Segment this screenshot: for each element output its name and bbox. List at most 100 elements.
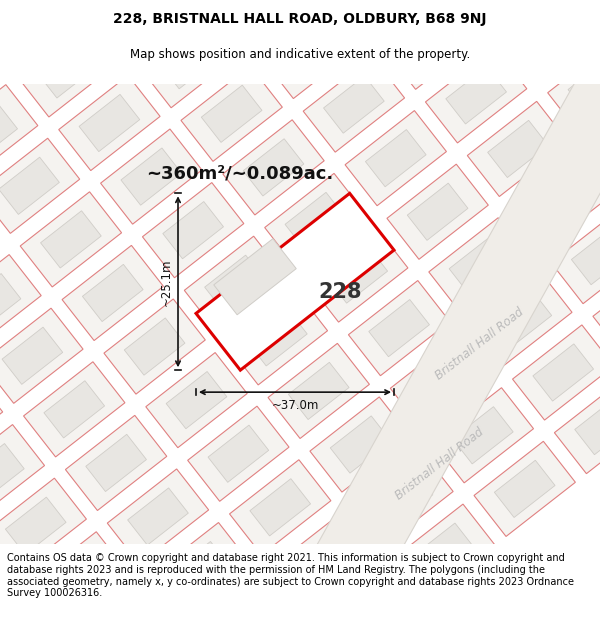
Polygon shape [23,362,125,457]
Polygon shape [184,236,286,331]
Polygon shape [0,478,86,573]
Polygon shape [0,84,38,180]
Polygon shape [530,174,590,231]
Polygon shape [0,541,6,625]
Polygon shape [243,139,304,196]
Polygon shape [470,271,572,366]
Polygon shape [410,353,472,411]
Polygon shape [139,12,241,108]
Polygon shape [107,469,209,564]
Polygon shape [79,94,140,152]
Polygon shape [0,254,41,350]
Polygon shape [394,504,495,599]
Polygon shape [491,290,551,348]
Polygon shape [268,343,370,439]
Polygon shape [474,441,575,536]
Polygon shape [82,264,143,322]
Polygon shape [449,237,510,294]
Polygon shape [352,451,453,546]
Polygon shape [404,13,464,71]
Polygon shape [369,299,430,357]
Polygon shape [383,0,485,89]
Polygon shape [407,183,468,241]
Polygon shape [265,173,366,269]
Polygon shape [548,39,600,134]
Polygon shape [149,522,251,618]
Text: ~360m²/~0.089ac.: ~360m²/~0.089ac. [146,165,334,182]
Polygon shape [289,362,349,419]
Polygon shape [205,255,265,312]
Polygon shape [0,104,17,161]
Polygon shape [208,425,269,483]
Text: Bristnall Hall Road: Bristnall Hall Road [433,305,527,382]
Polygon shape [202,85,262,142]
Polygon shape [327,246,388,303]
Polygon shape [223,120,324,215]
Polygon shape [101,129,202,224]
Text: 228: 228 [318,282,362,302]
Polygon shape [512,325,600,420]
Polygon shape [317,25,600,582]
Polygon shape [17,22,118,117]
Polygon shape [170,541,230,599]
Polygon shape [188,406,289,501]
Polygon shape [568,58,600,115]
Polygon shape [62,246,163,341]
Polygon shape [571,228,600,285]
Polygon shape [390,334,491,429]
Polygon shape [387,164,488,259]
Polygon shape [104,299,205,394]
Polygon shape [372,469,433,527]
Polygon shape [262,3,363,99]
Polygon shape [310,397,411,492]
Polygon shape [65,416,167,511]
Polygon shape [307,227,408,322]
Polygon shape [27,532,128,625]
Polygon shape [551,209,600,304]
Polygon shape [181,66,283,161]
Polygon shape [317,25,600,582]
Polygon shape [214,239,296,315]
Polygon shape [128,488,188,545]
Polygon shape [121,148,182,205]
Polygon shape [124,318,185,375]
Polygon shape [509,155,600,250]
Polygon shape [575,398,600,455]
Polygon shape [330,416,391,473]
Polygon shape [0,424,44,520]
Polygon shape [0,274,21,331]
Polygon shape [345,111,446,206]
Polygon shape [590,92,600,188]
Text: ~25.1m: ~25.1m [160,258,173,306]
Polygon shape [285,192,346,249]
Polygon shape [323,76,384,133]
Polygon shape [506,0,600,80]
Polygon shape [488,121,548,177]
Polygon shape [467,101,569,196]
Text: 228, BRISTNALL HALL ROAD, OLDBURY, B68 9NJ: 228, BRISTNALL HALL ROAD, OLDBURY, B68 9… [113,12,487,26]
Polygon shape [432,388,533,483]
Text: ~37.0m: ~37.0m [271,399,319,412]
Polygon shape [494,460,555,518]
Polygon shape [0,444,24,501]
Polygon shape [166,371,227,429]
Polygon shape [292,532,352,589]
Polygon shape [452,407,513,464]
Polygon shape [44,381,104,438]
Text: Contains OS data © Crown copyright and database right 2021. This information is : Contains OS data © Crown copyright and d… [7,554,574,598]
Polygon shape [0,138,80,233]
Polygon shape [41,211,101,268]
Polygon shape [196,193,394,370]
Polygon shape [20,192,122,287]
Polygon shape [86,434,146,491]
Polygon shape [429,217,530,313]
Polygon shape [414,523,475,580]
Polygon shape [146,352,247,447]
Polygon shape [526,4,587,61]
Polygon shape [554,379,600,474]
Polygon shape [163,201,223,259]
Polygon shape [533,344,593,401]
Polygon shape [47,551,108,608]
Polygon shape [281,22,343,79]
Polygon shape [425,48,527,143]
